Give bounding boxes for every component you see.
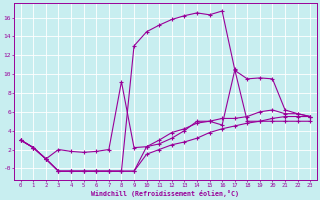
X-axis label: Windchill (Refroidissement éolien,°C): Windchill (Refroidissement éolien,°C) (92, 190, 239, 197)
